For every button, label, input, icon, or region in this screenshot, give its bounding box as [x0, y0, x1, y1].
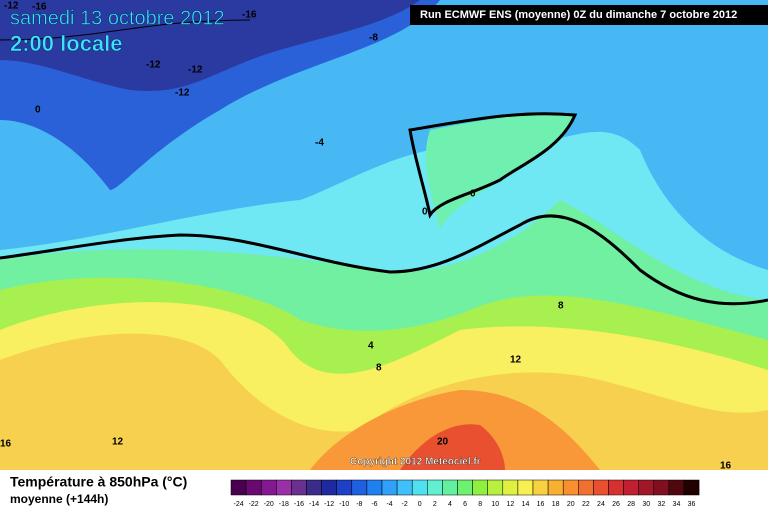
legend-swatch — [321, 479, 337, 496]
contour-label: 0 — [470, 189, 476, 200]
coldest-region — [0, 0, 420, 91]
legend-label: -4 — [386, 501, 392, 508]
map-date: samedi 13 octobre 2012 — [10, 7, 225, 29]
legend-label: -6 — [371, 501, 377, 508]
legend-swatch — [487, 479, 504, 496]
legend-label: -22 — [249, 501, 259, 508]
red-region — [400, 424, 505, 470]
legend-swatch — [457, 479, 473, 496]
zero-contour-north-sea — [408, 112, 578, 219]
legend-label: 36 — [688, 501, 696, 508]
contour-label: 12 — [510, 355, 522, 366]
legend-swatch — [593, 479, 609, 496]
contour-label: 20 — [437, 437, 449, 448]
legend-label: 8 — [478, 501, 482, 508]
legend-label: -10 — [339, 501, 349, 508]
zero-contour — [0, 214, 768, 306]
legend-label: -8 — [356, 501, 362, 508]
legend-swatch — [562, 479, 579, 496]
warm-region — [0, 333, 768, 470]
legend-subtitle: moyenne (+144h) — [10, 492, 108, 506]
legend-swatch — [472, 479, 488, 496]
legend-label: -12 — [324, 501, 334, 508]
legend-label: 20 — [567, 501, 575, 508]
legend-swatch — [291, 479, 307, 496]
legend-label: -14 — [309, 501, 319, 508]
legend-swatch — [638, 479, 655, 496]
legend-label: 12 — [506, 501, 514, 508]
legend-label: -24 — [233, 501, 243, 508]
contour-label: -12 — [146, 60, 161, 71]
copyright: Copyright 2012 Meteociel.fr — [350, 457, 481, 468]
legend-label: 18 — [552, 501, 560, 508]
legend-label: 10 — [491, 501, 499, 508]
map-time: 2:00 locale — [10, 31, 123, 56]
legend-swatch — [442, 479, 458, 496]
legend-swatch — [381, 479, 398, 496]
legend-swatch — [683, 479, 700, 496]
legend-swatch — [608, 479, 624, 496]
legend-label: 22 — [582, 501, 590, 508]
legend-swatch — [532, 479, 549, 496]
legend-label: -20 — [264, 501, 274, 508]
contour-label: -16 — [32, 2, 47, 13]
legend-label: 34 — [673, 501, 681, 508]
contour-label: 16 — [0, 439, 12, 450]
contour-label: -8 — [369, 33, 378, 44]
legend-swatch — [230, 479, 247, 496]
legend-swatch — [502, 479, 519, 496]
contour-label: -4 — [315, 138, 324, 149]
run-box — [410, 5, 768, 25]
legend-label: 26 — [612, 501, 620, 508]
legend-swatch — [351, 479, 368, 496]
contour-label: 0 — [35, 105, 41, 116]
legend-swatch — [276, 479, 292, 496]
legend-label: 28 — [627, 501, 635, 508]
contour-label: -12 — [175, 88, 190, 99]
legend-label: 30 — [642, 501, 650, 508]
legend-label: 16 — [537, 501, 545, 508]
legend-label: -18 — [279, 501, 289, 508]
legend-swatch — [547, 479, 564, 496]
contour-label: -12 — [188, 65, 203, 76]
legend-swatch — [668, 479, 685, 496]
legend-swatch — [260, 479, 277, 496]
legend-swatch — [336, 479, 353, 496]
contour-label: 8 — [558, 301, 564, 312]
contour-label: 12 — [112, 437, 124, 448]
legend-label: 14 — [522, 501, 530, 508]
contour-label: -12 — [4, 1, 19, 12]
contour-label: 16 — [720, 461, 732, 472]
contour-label: -16 — [242, 10, 257, 21]
legend-swatch — [623, 479, 639, 496]
run-info: Run ECMWF ENS (moyenne) 0Z du dimanche 7… — [420, 9, 737, 21]
legend-swatch — [517, 479, 534, 496]
legend-swatch — [245, 479, 262, 496]
legend-label: 2 — [433, 501, 437, 508]
legend-swatch — [306, 479, 322, 496]
north-sea-region — [425, 113, 575, 230]
legend-label: 24 — [597, 501, 605, 508]
legend-label: -16 — [294, 501, 304, 508]
legend-swatch — [366, 479, 383, 496]
contour-label: 8 — [376, 363, 382, 374]
contour-label: 4 — [368, 341, 374, 352]
legend-swatch — [578, 479, 594, 496]
legend-label: 6 — [463, 501, 467, 508]
legend-label: 0 — [418, 501, 422, 508]
legend-swatch — [411, 479, 428, 496]
legend-swatch — [653, 479, 670, 496]
legend-label: 32 — [657, 501, 665, 508]
legend-swatch — [396, 479, 413, 496]
contour-label: 0 — [422, 207, 428, 218]
coastline — [0, 19, 251, 41]
legend-title: Température à 850hPa (°C) — [10, 474, 187, 490]
legend-label: 4 — [448, 501, 452, 508]
legend-label: -2 — [402, 501, 408, 508]
legend-swatch — [427, 479, 443, 496]
